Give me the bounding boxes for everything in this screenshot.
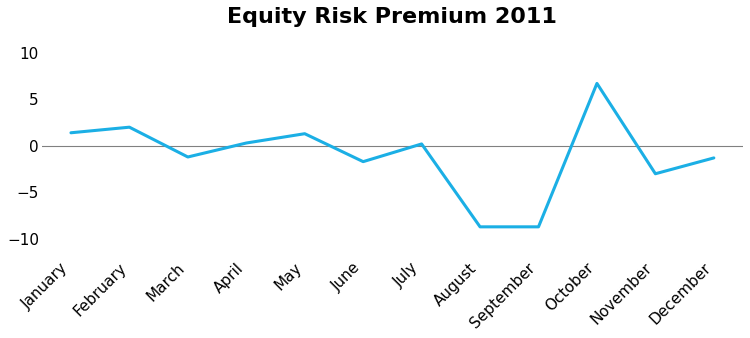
Title: Equity Risk Premium 2011: Equity Risk Premium 2011: [227, 7, 557, 27]
